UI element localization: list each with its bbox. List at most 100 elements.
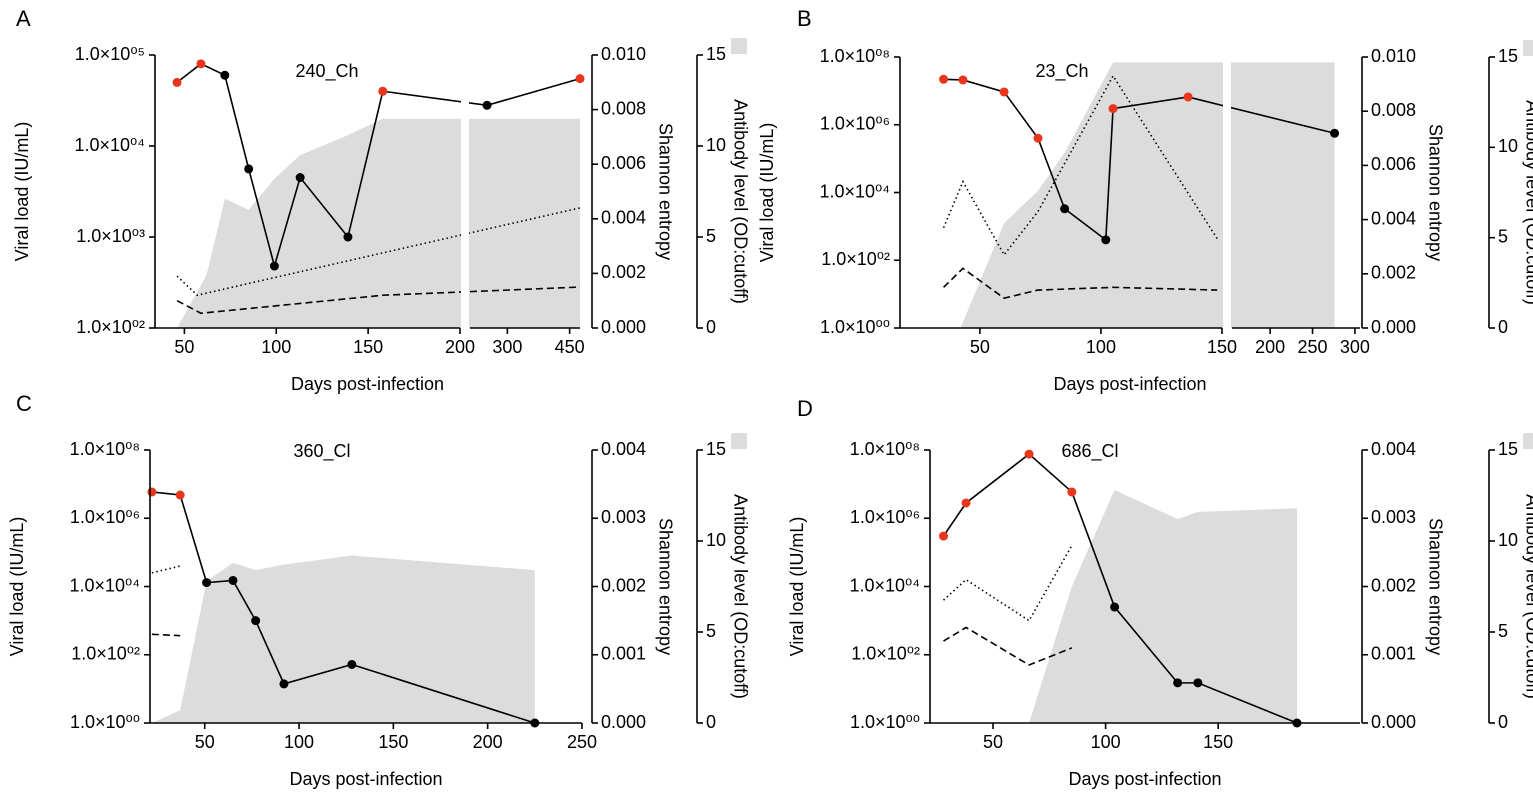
y-tick-label: 1.0×10⁰² <box>821 249 890 269</box>
x-tick-label: 150 <box>1207 337 1237 357</box>
y-tick-label: 1.0×10⁰² <box>851 644 920 664</box>
y2-tick-label: 0.000 <box>601 712 646 732</box>
y3-tick-label: 0 <box>706 317 716 337</box>
x-tick-label: 250 <box>567 732 597 752</box>
viral-load-point <box>1193 678 1203 688</box>
viral-load-point <box>939 74 949 84</box>
x-tick-label: 200 <box>473 732 503 752</box>
y3-axis-title: Antibody level (OD:cutoff) <box>730 99 750 304</box>
y-tick-label: 1.0×10⁰⁰ <box>820 317 890 337</box>
y3-tick-label: 15 <box>1498 46 1518 66</box>
y2-tick-label: 0.010 <box>601 44 646 64</box>
legend-swatch <box>731 433 747 449</box>
panel-title: 686_Cl <box>1061 441 1118 462</box>
x-tick-label: 200 <box>445 337 475 357</box>
viral-load-point <box>999 87 1009 97</box>
y-tick-label: 1.0×10⁰⁵ <box>75 44 145 64</box>
x-axis-title: Days post-infection <box>289 769 442 789</box>
y-tick-label: 1.0×10⁰⁴ <box>849 575 920 595</box>
viral-load-point <box>378 86 388 96</box>
y-tick-label: 1.0×10⁰⁸ <box>850 439 920 459</box>
y3-axis-title: Antibody level (OD:cutoff) <box>730 494 750 699</box>
viral-load-point <box>1067 487 1077 497</box>
y2-tick-label: 0.002 <box>1371 263 1416 283</box>
y2-tick-label: 0.006 <box>601 153 646 173</box>
y2-tick-label: 0.000 <box>1371 712 1416 732</box>
y3-tick-label: 15 <box>706 44 726 64</box>
y2-tick-label: 0.004 <box>1371 208 1416 228</box>
y3-axis-title: Antibody level (OD:cutoff) <box>1522 494 1533 699</box>
y3-axis-title: Antibody level (OD:cutoff) <box>1522 100 1533 305</box>
viral-load-point <box>202 578 212 588</box>
x-tick-label: 150 <box>378 732 408 752</box>
viral-load-line <box>151 491 536 724</box>
y2-tick-label: 0.002 <box>601 262 646 282</box>
viral-load-point <box>939 531 949 541</box>
viral-load-point <box>196 59 206 69</box>
axis-break <box>1223 27 1231 338</box>
panel-title: 360_Cl <box>293 441 350 462</box>
y3-tick-label: 0 <box>706 712 716 732</box>
y2-tick-label: 0.004 <box>1371 439 1416 459</box>
y-tick-label: 1.0×10⁰⁶ <box>850 507 920 527</box>
y2-tick-label: 0.001 <box>1371 644 1416 664</box>
viral-load-point <box>251 616 261 626</box>
x-tick-label: 450 <box>555 337 585 357</box>
y-tick-label: 1.0×10⁰⁴ <box>819 181 890 201</box>
y3-tick-label: 5 <box>706 621 716 641</box>
y3-tick-label: 10 <box>706 530 726 550</box>
viral-load-point <box>1033 133 1043 143</box>
panel-title: 240_Ch <box>295 61 358 82</box>
entropy-line <box>176 286 581 315</box>
y2-tick-label: 0.000 <box>1371 317 1416 337</box>
y3-tick-label: 5 <box>706 226 716 246</box>
antibody-area <box>177 118 580 328</box>
y-tick-label: 1.0×10⁰⁶ <box>820 114 890 134</box>
viral-load-point <box>172 77 182 87</box>
y-tick-label: 1.0×10⁰⁸ <box>820 46 890 66</box>
y2-axis-title: Shannon entropy <box>655 518 675 655</box>
x-tick-label: 150 <box>1203 732 1233 752</box>
x-tick-label: 300 <box>1340 337 1370 357</box>
x-axis-title: Days post-infection <box>291 374 444 394</box>
x-tick-label: 200 <box>1255 337 1285 357</box>
y3-tick-label: 0 <box>1498 317 1508 337</box>
x-tick-label: 50 <box>174 337 194 357</box>
panel-label: C <box>16 391 32 416</box>
y3-tick-label: 15 <box>1498 439 1518 459</box>
x-tick-label: 50 <box>983 732 1003 752</box>
y2-tick-label: 0.002 <box>1371 575 1416 595</box>
y3-tick-label: 10 <box>1498 530 1518 550</box>
x-axis-title: Days post-infection <box>1068 769 1221 789</box>
y-tick-label: 1.0×10⁰² <box>76 317 145 337</box>
y-tick-label: 1.0×10⁰⁴ <box>69 575 140 595</box>
legend-swatch <box>1523 433 1533 449</box>
antibody-area <box>1029 490 1297 723</box>
panel: B 23_Ch Days post-infection Viral load (IU/… <box>757 6 1533 394</box>
viral-load-point <box>958 75 968 85</box>
antibody-area <box>960 62 1335 329</box>
viral-load-point <box>147 487 157 497</box>
viral-load-point <box>269 261 279 271</box>
x-tick-label: 150 <box>353 337 383 357</box>
viral-load-point <box>1101 235 1111 245</box>
y-tick-label: 1.0×10⁰⁴ <box>74 135 145 155</box>
entropy-line <box>942 545 1073 622</box>
y2-tick-label: 0.003 <box>1371 507 1416 527</box>
viral-load-point <box>1060 204 1070 214</box>
y-tick-label: 1.0×10⁰³ <box>76 226 145 246</box>
panel: D 686_Cl Days post-infection Viral load (IU… <box>787 396 1533 789</box>
x-tick-label: 50 <box>195 732 215 752</box>
x-tick-label: 100 <box>1091 732 1121 752</box>
y2-tick-label: 0.010 <box>1371 46 1416 66</box>
y-axis-title: Viral load (IU/mL) <box>12 122 32 262</box>
y3-tick-label: 10 <box>1498 136 1518 156</box>
viral-load-line <box>176 62 581 269</box>
viral-load-point <box>1110 602 1120 612</box>
legend-swatch <box>731 38 747 54</box>
panel-label: A <box>16 6 31 31</box>
y2-tick-label: 0.004 <box>601 439 646 459</box>
viral-load-point <box>343 232 353 242</box>
entropy-line <box>943 267 1218 300</box>
viral-load-point <box>1183 92 1193 102</box>
